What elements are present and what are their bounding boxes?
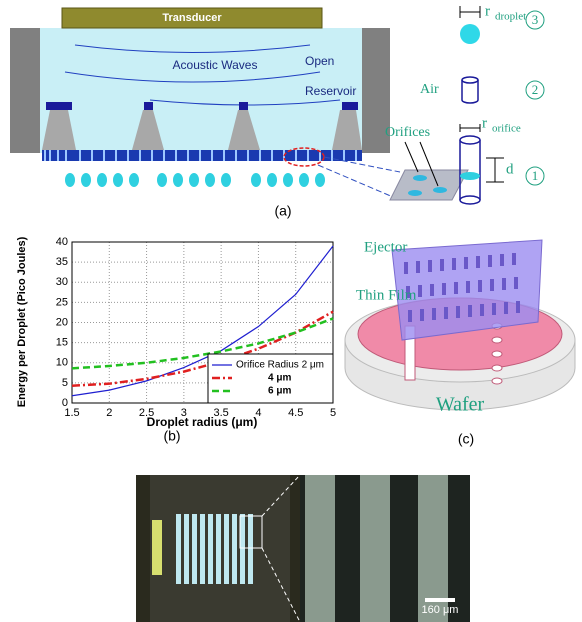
caption: (c) (458, 431, 474, 447)
droplet (460, 24, 480, 44)
micrographs: 160 μm (136, 475, 470, 622)
step: 2 (532, 82, 539, 97)
x-tick-label: 2.5 (139, 407, 154, 419)
x-tick-label: 5 (330, 407, 336, 419)
wall (10, 28, 40, 153)
plate (390, 170, 468, 200)
x-tick-label: 1.5 (64, 407, 79, 419)
scale-label: 160 μm (422, 604, 459, 616)
x-tick-label: 3 (181, 407, 187, 419)
r-droplet: r (485, 3, 490, 19)
nozzle-plate (42, 150, 362, 161)
y-tick-label: 25 (56, 296, 68, 308)
y-tick-label: 30 (56, 276, 68, 288)
caption: (a) (274, 203, 291, 219)
r-droplet-sub: droplet (495, 11, 526, 23)
reservoir-label: Reservoir (305, 84, 356, 98)
waves-label: Acoustic Waves (173, 58, 258, 72)
y-tick-label: 40 (56, 236, 68, 248)
r-orifice: r (482, 115, 487, 131)
x-tick-label: 2 (106, 407, 112, 419)
d-label: d (506, 161, 514, 177)
ejector-label: Ejector (364, 239, 407, 255)
dim (460, 6, 480, 18)
x-tick-label: 4 (255, 407, 261, 419)
y-tick-label: 15 (56, 337, 68, 349)
y-tick-label: 35 (56, 256, 68, 268)
y-tick-label: 20 (56, 316, 68, 328)
panel-a: Transducer Acoustic Waves Open Reservoir… (10, 3, 544, 218)
r-orifice-sub: orifice (492, 123, 521, 135)
y-tick-label: 5 (62, 377, 68, 389)
panel-c: Ejector Thin Film Wafer (c) (345, 239, 575, 446)
thin-film-label: Thin Film (356, 287, 417, 303)
transducer-label: Transducer (162, 12, 222, 24)
step: 3 (532, 12, 539, 27)
air-label: Air (420, 82, 439, 97)
y-tick-label: 10 (56, 357, 68, 369)
legend-label: 4 μm (268, 373, 291, 384)
orifices-label: Orifices (385, 125, 430, 140)
y-axis-label: Energy per Droplet (Pico Joules) (16, 236, 28, 407)
legend-label: 6 μm (268, 386, 291, 397)
x-tick-label: 4.5 (288, 407, 303, 419)
step: 1 (532, 168, 539, 183)
droplets (65, 173, 325, 187)
open-label: Open (305, 54, 334, 68)
legend-label: Orifice Radius 2 μm (236, 360, 324, 371)
wafer-label: Wafer (436, 394, 485, 416)
caption: (b) (163, 428, 180, 444)
panel-b: Energy per Droplet (Pico Joules) Droplet… (16, 236, 336, 444)
figure: Transducer Acoustic Waves Open Reservoir… (0, 0, 582, 622)
zoom-lines (318, 157, 400, 200)
x-tick-label: 3.5 (213, 407, 228, 419)
